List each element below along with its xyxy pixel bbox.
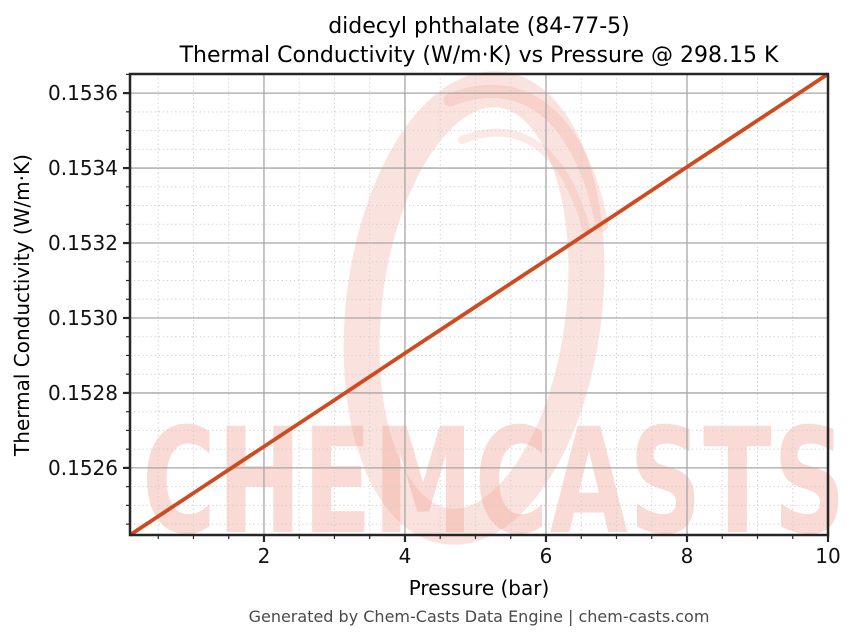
x-tick-label: 10 bbox=[815, 544, 840, 568]
footer-credit: Generated by Chem-Casts Data Engine | ch… bbox=[249, 607, 710, 626]
y-tick-label: 0.1526 bbox=[48, 456, 118, 480]
chart-title-line1: didecyl phthalate (84-77-5) bbox=[328, 14, 630, 39]
x-axis-label: Pressure (bar) bbox=[409, 576, 550, 600]
x-tick-label: 8 bbox=[681, 544, 694, 568]
watermark-ring bbox=[343, 71, 605, 545]
plot-border bbox=[128, 72, 830, 537]
x-tick-label: 2 bbox=[258, 544, 271, 568]
x-tick-label: 6 bbox=[540, 544, 553, 568]
tick-label-layer: 2 4 6 8 10 0.1526 0.1528 0.1530 0.1532 0.1534 0.15… bbox=[48, 81, 841, 568]
tick-layer bbox=[123, 73, 830, 542]
x-tick-label: 4 bbox=[399, 544, 412, 568]
watermark-swoosh-2 bbox=[458, 128, 590, 232]
y-tick-label: 0.1536 bbox=[48, 81, 118, 105]
series-line bbox=[128, 72, 830, 537]
y-tick-label: 0.1534 bbox=[48, 156, 118, 180]
y-tick-label: 0.1530 bbox=[48, 306, 118, 330]
watermark-text: CHEMCASTS bbox=[142, 397, 847, 567]
chart-title-line2: Thermal Conductivity (W/m·K) vs Pressure… bbox=[179, 43, 779, 68]
y-tick-label: 0.1528 bbox=[48, 381, 118, 405]
y-axis-label: Thermal Conductivity (W/m·K) bbox=[10, 154, 34, 457]
y-tick-label: 0.1532 bbox=[48, 231, 118, 255]
watermark: CHEMCASTS bbox=[142, 71, 847, 567]
series-layer bbox=[128, 72, 830, 537]
grid-layer bbox=[130, 73, 829, 535]
